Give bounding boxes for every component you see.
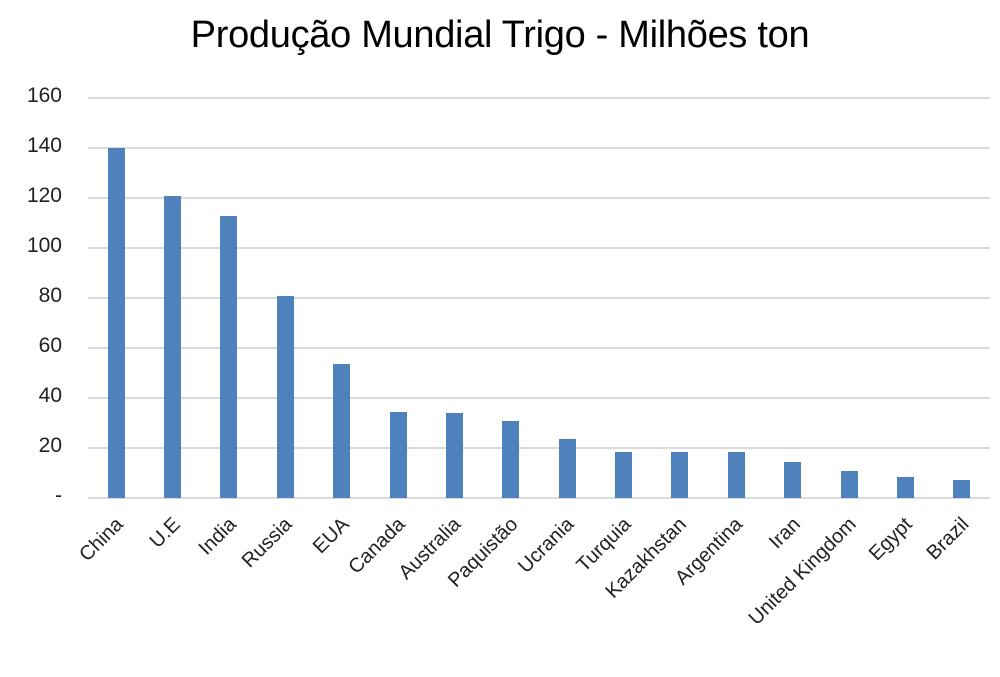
- x-tick-label: Iran: [764, 513, 805, 554]
- bar-u-e: [164, 195, 182, 498]
- bar-canada: [389, 411, 407, 498]
- gridline: [88, 197, 990, 199]
- bar-united-kingdom: [840, 470, 858, 498]
- bar-iran: [784, 461, 802, 498]
- bar-paquist-o: [502, 420, 520, 498]
- bar-russia: [276, 295, 294, 498]
- x-tick-label: Russia: [238, 513, 297, 573]
- y-tick-label: 120: [26, 184, 62, 207]
- bar-eua: [333, 364, 351, 498]
- y-tick-label: 140: [26, 134, 62, 157]
- gridline: [88, 347, 990, 349]
- gridline: [88, 297, 990, 299]
- x-tick-label: EUA: [308, 513, 354, 559]
- bar-turquia: [615, 451, 633, 498]
- x-tick-label: Brazil: [922, 513, 974, 565]
- gridline: [88, 397, 990, 399]
- bar-egypt: [896, 476, 914, 498]
- gridline: [88, 97, 990, 99]
- x-tick-label: U.E: [145, 513, 185, 553]
- x-tick-label: India: [194, 513, 241, 560]
- x-tick-label: Egypt: [865, 513, 918, 566]
- gridline: [88, 447, 990, 449]
- x-tick-label: Ucrania: [514, 513, 579, 578]
- bar-brazil: [953, 479, 971, 498]
- gridline: [88, 147, 990, 149]
- bar-ucrania: [558, 439, 576, 498]
- chart-title: Produção Mundial Trigo - Milhões ton: [190, 14, 810, 56]
- bar-kazakhstan: [671, 451, 689, 498]
- gridline: [88, 497, 990, 499]
- x-tick-label: China: [75, 513, 128, 566]
- bar-australia: [445, 413, 463, 498]
- bar-india: [220, 215, 238, 498]
- bar-argentina: [727, 451, 745, 498]
- y-tick-label: -: [55, 484, 62, 507]
- y-tick-label: 40: [38, 384, 62, 407]
- bar-china: [107, 148, 125, 498]
- y-tick-label: 80: [38, 284, 62, 307]
- gridline: [88, 247, 990, 249]
- y-tick-label: 160: [26, 84, 62, 107]
- y-tick-label: 100: [26, 234, 62, 257]
- y-tick-label: 20: [38, 434, 62, 457]
- y-tick-label: 60: [38, 334, 62, 357]
